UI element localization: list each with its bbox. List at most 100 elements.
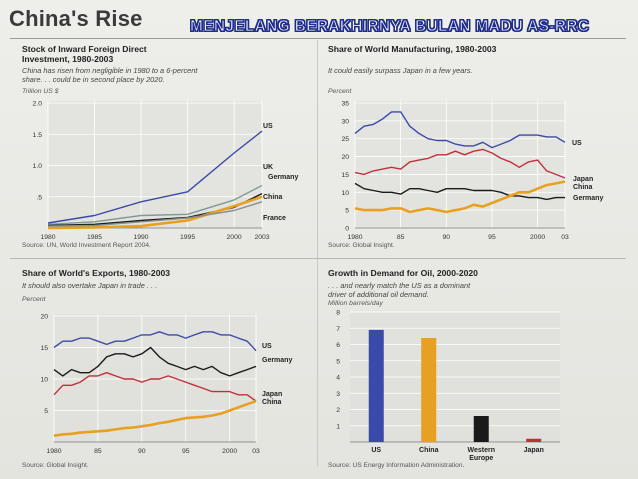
chart-1-series-us [354,111,566,149]
chart-1-ytick-label: 30 [341,118,349,125]
chart-2-ytick-label: 20 [40,314,48,321]
chart-0-legend-china: China [263,194,283,201]
chart-1-ytick-label: 0 [345,226,349,233]
top-rule [10,38,626,39]
mfg-subtitle: It could easily surpass Japan in a few y… [328,66,473,75]
chart-0-xtick-label: 2000 [227,234,242,241]
chart-1-series-germany [354,182,565,201]
chart-0-plot-bg [48,101,262,228]
mfg-unit-label: Percent [328,88,352,95]
mfg-title: Share of World Manufacturing, 1980-2003 [328,44,497,54]
chart-1-ytick-label: 15 [341,172,349,179]
exports-source: Source: Global Insight. [22,462,89,469]
chart-2-series-japan [53,372,257,402]
oil-subtitle-line-2: driver of additional oil demand. [328,290,429,299]
chart-0-legend-france: France [263,215,286,222]
chart-0-ytick-label: 1.5 [33,132,43,139]
chart-2-xtick-label: 90 [138,448,146,455]
chart-2-xtick-label: 95 [182,448,190,455]
chart-1-legend-china: China [573,184,593,191]
oil-title: Growth in Demand for Oil, 2000-2020 [328,268,478,278]
chart-1-xtick-label: 1980 [347,234,362,241]
banner-title: MENJELANG BERAKHIRNYA BULAN MADU AS-RRC [189,17,590,35]
oil-category-label: US [371,447,381,454]
fdi-title-line-1: Stock of Inward Foreign Direct [22,44,147,54]
chart-1-xtick-label: 03 [561,234,569,241]
chart-0-xtick-label: 1990 [133,234,148,241]
oil-source: Source: US Energy Information Administra… [328,462,465,469]
panel-divider-vertical [317,40,318,466]
chart-1-xtick-label: 95 [488,234,496,241]
chart-0-xtick-label: 1995 [180,234,195,241]
chart-0-xtick-label: 1985 [87,234,102,241]
chart-2-ytick-label: 10 [40,377,48,384]
chart-1-legend-us: US [572,140,582,147]
chart-1-ytick-label: 20 [341,154,349,161]
chart-3-ytick-label: 7 [336,326,340,333]
chart-1-xtick-label: 2000 [530,234,545,241]
mfg-source: Source: Global Insight. [328,242,395,249]
chart-1-legend-japan: Japan [573,176,593,183]
chart-2-legend-germany: Germany [262,357,292,364]
chart-1-xtick-label: 90 [443,234,451,241]
oil-category-label: China [419,447,439,454]
chart-1-series-japan [354,148,566,179]
chart-0-legend-uk: UK [263,164,273,171]
chart-3-ytick-label: 8 [336,310,340,317]
chart-0-series-us [47,130,263,224]
oil-category-label: Japan [524,447,544,454]
chart-0-xtick-label: 2003 [254,234,269,241]
exports-title: Share of World's Exports, 1980-2003 [22,268,171,278]
chart-3-ytick-label: 3 [336,391,340,398]
chart-0-ytick-label: .5 [36,194,42,201]
chart-2-ytick-label: 5 [44,408,48,415]
chart-3-ytick-label: 5 [336,358,340,365]
chart-1-series-china [354,180,566,214]
fdi-unit-label: Trillion US $ [22,88,59,95]
chart-2-series-germany [53,346,257,377]
chart-1-plot-bg [355,101,565,228]
chart-2-legend-japan: Japan [262,391,282,398]
panel-divider-horizontal [10,258,626,259]
oil-category-label: Europe [469,455,493,462]
chart-0-series-france [47,201,263,227]
fdi-subtitle-line-1: China has risen from negligible in 1980 … [22,66,198,75]
chart-2-xtick-label: 03 [252,448,260,455]
oil-category-label: Western [468,447,496,454]
chart-0-series-china [47,195,263,230]
chart-0-ytick-label: 1.0 [33,163,43,170]
chart-3-ytick-label: 1 [336,423,340,430]
chart-2-legend-china: China [262,399,282,406]
fdi-title-line-2: Investment, 1980-2003 [22,54,114,64]
chart-2-series-us [53,331,257,352]
chart-2-xtick-label: 85 [94,448,102,455]
chart-3-ytick-label: 4 [336,375,340,382]
chart-1-ytick-label: 10 [341,190,349,197]
oil-bar-japan [526,438,542,442]
chart-0-ytick-label: 2.0 [33,101,43,108]
chart-1-xtick-label: 85 [397,234,405,241]
chart-2-xtick-label: 2000 [222,448,237,455]
chart-1-ytick-label: 5 [345,208,349,215]
chart-0-legend-germany: Germany [268,174,298,181]
exports-subtitle: It should also overtake Japan in trade .… [22,281,158,290]
fdi-subtitle-line-2: share. . . could be in second place by 2… [22,75,165,84]
fdi-source: Source: UN, World Investment Report 2004… [22,242,151,249]
oil-bar-us [368,329,384,442]
chart-2-xtick-label: 1980 [46,448,61,455]
chart-3-ytick-label: 6 [336,342,340,349]
page-title: China's Rise [9,6,143,31]
chart-1-ytick-label: 25 [341,136,349,143]
oil-bar-western-europe [473,416,489,442]
chart-3-ytick-label: 2 [336,407,340,414]
chart-1-legend-germany: Germany [573,195,603,202]
oil-bar-china [421,338,437,442]
chart-0-legend-us: US [263,123,273,130]
chart-2-series-china [53,399,257,437]
chart-0-xtick-label: 1980 [40,234,55,241]
oil-subtitle-line-1: . . . and nearly match the US as a domin… [328,281,471,290]
chart-2-legend-us: US [262,343,272,350]
oil-unit-label: Million barrels/day [328,300,383,307]
chart-2-ytick-label: 15 [40,345,48,352]
